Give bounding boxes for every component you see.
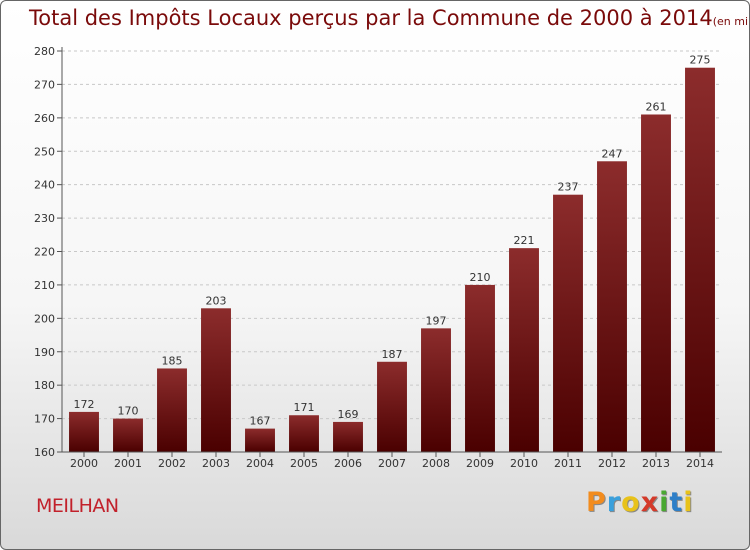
- logo-letter: i: [659, 487, 670, 518]
- value-label: 237: [558, 181, 579, 194]
- value-label: 187: [382, 348, 403, 361]
- x-tick-label: 2001: [114, 457, 142, 470]
- bar: [553, 194, 583, 453]
- y-tick-label: 230: [34, 212, 55, 225]
- bar: [597, 161, 627, 452]
- x-tick-label: 2005: [290, 457, 318, 470]
- bar: [157, 368, 187, 452]
- proxiti-logo[interactable]: Proxiti: [586, 487, 694, 518]
- value-label: 167: [250, 415, 271, 428]
- logo-letter: o: [621, 487, 641, 518]
- bar: [641, 114, 671, 452]
- x-tick-label: 2003: [202, 457, 230, 470]
- value-label: 171: [294, 401, 315, 414]
- y-tick-label: 190: [34, 346, 55, 359]
- chart-title-text: Total des Impôts Locaux perçus par la Co…: [29, 6, 713, 30]
- value-label: 169: [338, 408, 359, 421]
- value-label: 172: [74, 398, 95, 411]
- x-tick-label: 2002: [158, 457, 186, 470]
- logo-letter: r: [606, 487, 622, 518]
- y-tick-label: 250: [34, 145, 55, 158]
- y-tick-label: 280: [34, 45, 55, 58]
- logo-letter: t: [669, 487, 684, 518]
- logo-letter: i: [683, 487, 694, 518]
- y-tick-label: 210: [34, 279, 55, 292]
- bar: [245, 428, 275, 452]
- bar: [333, 421, 363, 452]
- logo-letter: x: [640, 487, 660, 518]
- value-label: 170: [118, 405, 139, 418]
- value-label: 203: [206, 294, 227, 307]
- y-tick-label: 240: [34, 179, 55, 192]
- y-tick-label: 160: [34, 446, 55, 459]
- value-label: 210: [470, 271, 491, 284]
- y-tick-label: 270: [34, 78, 55, 91]
- bar: [685, 67, 715, 452]
- value-label: 261: [646, 100, 667, 113]
- chart-unit: (en milliers d'€): [712, 15, 749, 28]
- x-tick-label: 2012: [598, 457, 626, 470]
- bar: [421, 328, 451, 452]
- value-label: 221: [514, 234, 535, 247]
- bar: [289, 415, 319, 452]
- x-tick-label: 2014: [686, 457, 714, 470]
- x-tick-label: 2000: [70, 457, 98, 470]
- y-tick-label: 200: [34, 312, 55, 325]
- x-tick-label: 2008: [422, 457, 450, 470]
- x-tick-label: 2010: [510, 457, 538, 470]
- y-tick-label: 180: [34, 379, 55, 392]
- x-tick-label: 2004: [246, 457, 274, 470]
- bar: [465, 284, 495, 452]
- x-tick-label: 2011: [554, 457, 582, 470]
- logo-letter: P: [586, 487, 607, 518]
- x-tick-label: 2006: [334, 457, 362, 470]
- x-tick-label: 2013: [642, 457, 670, 470]
- bar: [509, 248, 539, 452]
- y-tick-label: 260: [34, 112, 55, 125]
- value-label: 185: [162, 354, 183, 367]
- value-label: 247: [602, 147, 623, 160]
- bar: [69, 411, 99, 452]
- bar: [377, 361, 407, 452]
- y-tick-label: 170: [34, 413, 55, 426]
- value-label: 197: [426, 314, 447, 327]
- x-tick-label: 2009: [466, 457, 494, 470]
- x-tick-label: 2007: [378, 457, 406, 470]
- y-tick-label: 220: [34, 246, 55, 259]
- commune-name: MEILHAN: [36, 495, 119, 517]
- chart-title: Total des Impôts Locaux perçus par la Co…: [29, 6, 749, 30]
- bar: [201, 308, 231, 452]
- bar: [113, 418, 143, 452]
- value-label: 275: [690, 54, 711, 67]
